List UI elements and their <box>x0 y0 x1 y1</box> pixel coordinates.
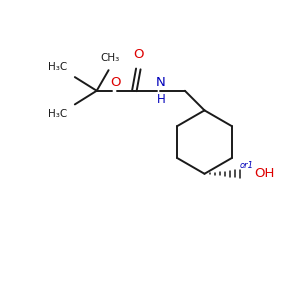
Text: OH: OH <box>254 167 274 180</box>
Text: or1: or1 <box>239 161 253 170</box>
Text: CH₃: CH₃ <box>100 53 119 63</box>
Text: H₃C: H₃C <box>48 62 67 72</box>
Text: H: H <box>157 93 166 106</box>
Text: H₃C: H₃C <box>48 110 67 119</box>
Text: O: O <box>133 48 144 61</box>
Text: N: N <box>156 76 166 89</box>
Text: O: O <box>110 76 121 89</box>
